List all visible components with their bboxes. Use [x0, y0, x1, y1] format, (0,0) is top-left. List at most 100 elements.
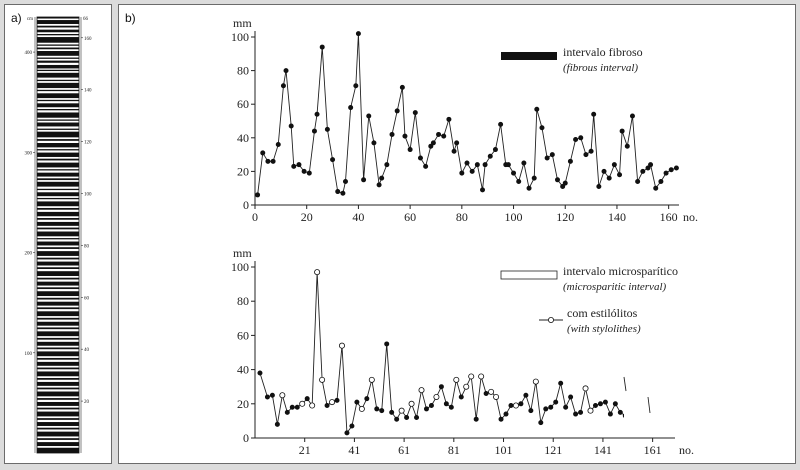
data-point [523, 392, 529, 398]
column-band [37, 119, 79, 121]
legend-microsparitic-label: intervalo microsparítico [563, 264, 678, 278]
column-band [37, 211, 79, 217]
column-band [37, 311, 79, 317]
data-point [269, 392, 275, 398]
data-point [364, 396, 370, 402]
data-point [619, 128, 625, 134]
data-point [596, 184, 602, 190]
series-line [259, 272, 626, 435]
legend-microsparitic-label-en: (microsparitic interval) [563, 281, 666, 293]
data-point [294, 404, 300, 410]
column-band [37, 72, 79, 78]
column-band [37, 29, 79, 33]
data-point [366, 113, 372, 119]
legend-fibrous-label-en: (fibrous interval) [563, 62, 638, 74]
data-point [635, 178, 641, 184]
column-band [37, 447, 79, 453]
column-band [37, 112, 79, 118]
x-tick-label: 140 [608, 210, 626, 224]
column-band [37, 37, 79, 43]
data-point [428, 143, 434, 149]
y-tick-label: 0 [243, 431, 249, 445]
x-tick-label: 161 [644, 443, 662, 457]
y-tick-label: 80 [237, 64, 249, 78]
y-axis-label: mm [233, 16, 252, 30]
data-point [602, 399, 608, 405]
data-point [573, 136, 579, 142]
column-band [37, 427, 79, 430]
data-point [340, 190, 346, 196]
column-band [37, 122, 79, 127]
data-point [379, 408, 385, 414]
column-band [37, 321, 79, 326]
data-point [342, 178, 348, 184]
data-point [389, 409, 395, 415]
y-tick-label: 60 [237, 97, 249, 111]
column-band [37, 108, 79, 111]
y-axis-label: mm [233, 246, 252, 260]
data-point [330, 157, 336, 163]
column-band [37, 327, 79, 330]
data-point [653, 185, 659, 191]
data-point-open [463, 383, 470, 390]
data-point [516, 178, 522, 184]
x-axis-label: no. [683, 210, 698, 224]
data-point [438, 384, 444, 390]
column-band [37, 257, 79, 260]
data-point [668, 167, 674, 173]
column-band [37, 131, 79, 138]
data-point [417, 155, 423, 161]
data-point [508, 403, 514, 409]
column-band [37, 57, 79, 59]
column-band [37, 25, 79, 28]
data-point [353, 83, 359, 89]
data-point [448, 404, 454, 410]
right-scale-label: 160 [84, 37, 92, 42]
column-band [37, 143, 79, 148]
column-band [37, 241, 79, 246]
data-point [612, 401, 618, 407]
data-point [291, 163, 297, 169]
data-point [404, 414, 410, 420]
column-band [37, 307, 79, 310]
data-point [402, 133, 408, 139]
column-band [37, 169, 79, 171]
column-band [37, 82, 79, 89]
data-point-open [418, 387, 425, 394]
data-point-open [358, 405, 365, 412]
column-band [37, 44, 79, 46]
column-band [37, 192, 79, 197]
column-band [37, 181, 79, 187]
right-scale-label: 80 [84, 244, 90, 249]
y-tick-label: 20 [237, 164, 249, 178]
right-scale-label: 140 [84, 89, 92, 94]
data-point [344, 430, 350, 436]
column-band [37, 178, 79, 181]
right-scale-label: 100 [84, 192, 92, 197]
data-point [511, 170, 517, 176]
column-band [37, 378, 79, 380]
data-point [412, 110, 418, 116]
column-band [37, 103, 79, 108]
data-point [257, 370, 263, 376]
data-point [414, 414, 420, 420]
data-point [349, 423, 355, 429]
x-tick-label: 121 [544, 443, 562, 457]
column-band [37, 201, 79, 207]
legend-fibrous-label: intervalo fibroso [563, 45, 643, 59]
column-band [37, 172, 79, 177]
column-band [37, 337, 79, 340]
data-point [289, 404, 295, 410]
column-band [37, 277, 79, 280]
data-point [568, 394, 574, 400]
data-point [301, 168, 307, 174]
data-point [498, 121, 504, 127]
data-point [482, 162, 488, 168]
column-band [37, 99, 79, 102]
column-band [37, 47, 79, 50]
data-point [553, 399, 559, 405]
data-point [436, 131, 442, 137]
column-band [37, 261, 79, 266]
data-point [645, 165, 651, 171]
data-point [265, 158, 271, 164]
